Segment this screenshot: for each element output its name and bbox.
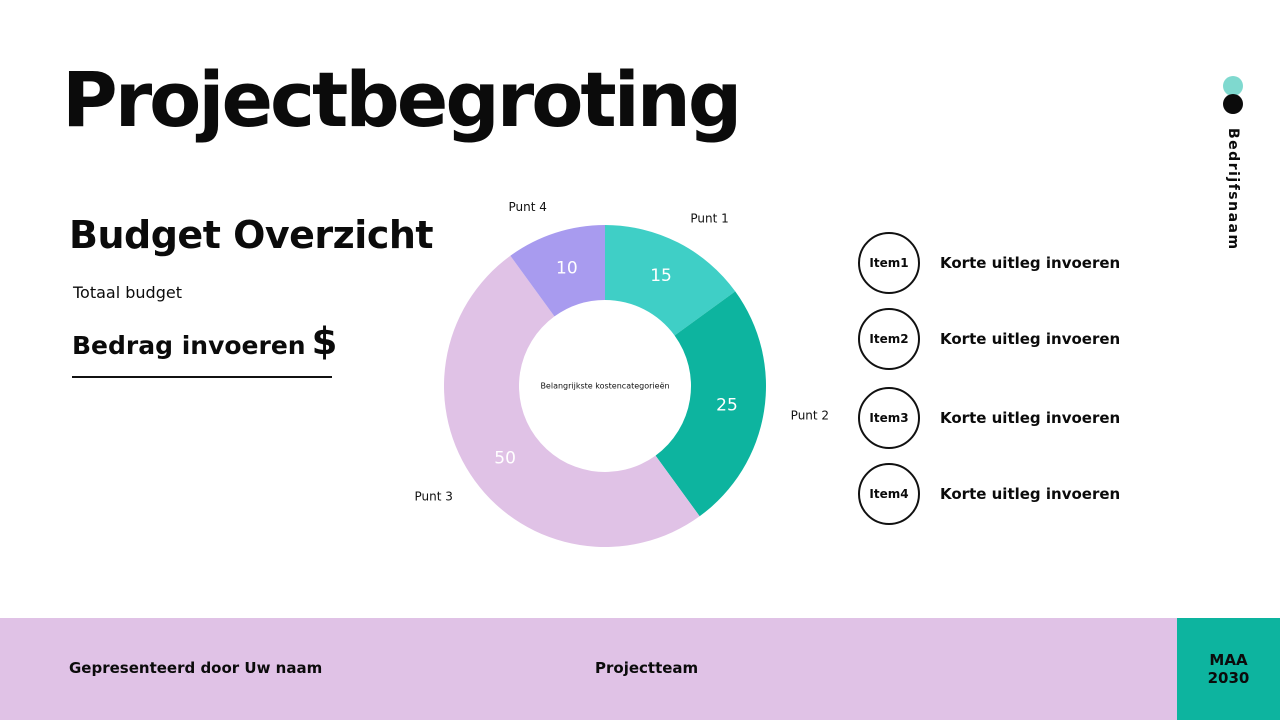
item-badge: Item2 bbox=[858, 308, 920, 370]
item-description: Korte uitleg invoeren bbox=[940, 409, 1121, 427]
donut-slice bbox=[444, 255, 700, 547]
amount-underline bbox=[72, 376, 332, 378]
slice-value-label: 10 bbox=[556, 259, 578, 279]
teal-dot bbox=[1223, 76, 1243, 96]
donut-slice bbox=[655, 291, 766, 517]
decorative-dots bbox=[1222, 76, 1244, 116]
slice-category-label: Punt 1 bbox=[690, 211, 728, 225]
presenter-text: Gepresenteerd door Uw naam bbox=[69, 659, 323, 677]
slide-title: Projectbegroting bbox=[62, 55, 742, 144]
list-item: Item4 Korte uitleg invoeren bbox=[858, 461, 1120, 527]
list-item: Item3 Korte uitleg invoeren bbox=[858, 385, 1120, 451]
item-badge: Item1 bbox=[858, 232, 920, 294]
item-description: Korte uitleg invoeren bbox=[940, 485, 1121, 503]
item-badge: Item4 bbox=[858, 463, 920, 525]
budget-overview-heading: Budget Overzicht bbox=[69, 213, 434, 257]
slice-value-label: 15 bbox=[650, 266, 672, 286]
date-block: MAA 2030 bbox=[1177, 618, 1280, 720]
item-description: Korte uitleg invoeren bbox=[940, 254, 1121, 272]
slice-category-label: Punt 3 bbox=[415, 490, 453, 504]
total-budget-label: Totaal budget bbox=[73, 283, 182, 302]
team-text: Projectteam bbox=[595, 659, 699, 677]
footer-bar bbox=[0, 618, 1177, 720]
company-name: Bedrijfsnaam bbox=[1225, 128, 1241, 251]
date-month: MAA bbox=[1209, 651, 1248, 669]
slice-value-label: 50 bbox=[494, 449, 516, 469]
list-item: Item1 Korte uitleg invoeren bbox=[858, 230, 1120, 296]
currency-symbol: $ bbox=[311, 320, 338, 363]
slice-category-label: Punt 4 bbox=[509, 200, 547, 214]
item-description: Korte uitleg invoeren bbox=[940, 330, 1121, 348]
cost-donut-chart: 15 Punt 1 25 Punt 2 50 Punt 3 10 Punt 4 Belangri… bbox=[380, 190, 850, 570]
date-year: 2030 bbox=[1207, 669, 1250, 687]
slice-value-label: 25 bbox=[716, 395, 738, 415]
item-badge: Item3 bbox=[858, 387, 920, 449]
amount-field[interactable]: Bedrag invoeren $ bbox=[72, 320, 337, 363]
list-item: Item2 Korte uitleg invoeren bbox=[858, 306, 1120, 372]
donut-chart-svg: 15 Punt 1 25 Punt 2 50 Punt 3 10 Punt 4 Belangri… bbox=[415, 200, 829, 547]
donut-slice bbox=[605, 225, 736, 336]
chart-center-title: Belangrijkste kostencategorieën bbox=[540, 382, 669, 391]
slice-category-label: Punt 2 bbox=[791, 408, 829, 422]
black-dot bbox=[1223, 94, 1243, 114]
donut-slice bbox=[510, 225, 605, 317]
amount-placeholder: Bedrag invoeren bbox=[72, 331, 306, 360]
